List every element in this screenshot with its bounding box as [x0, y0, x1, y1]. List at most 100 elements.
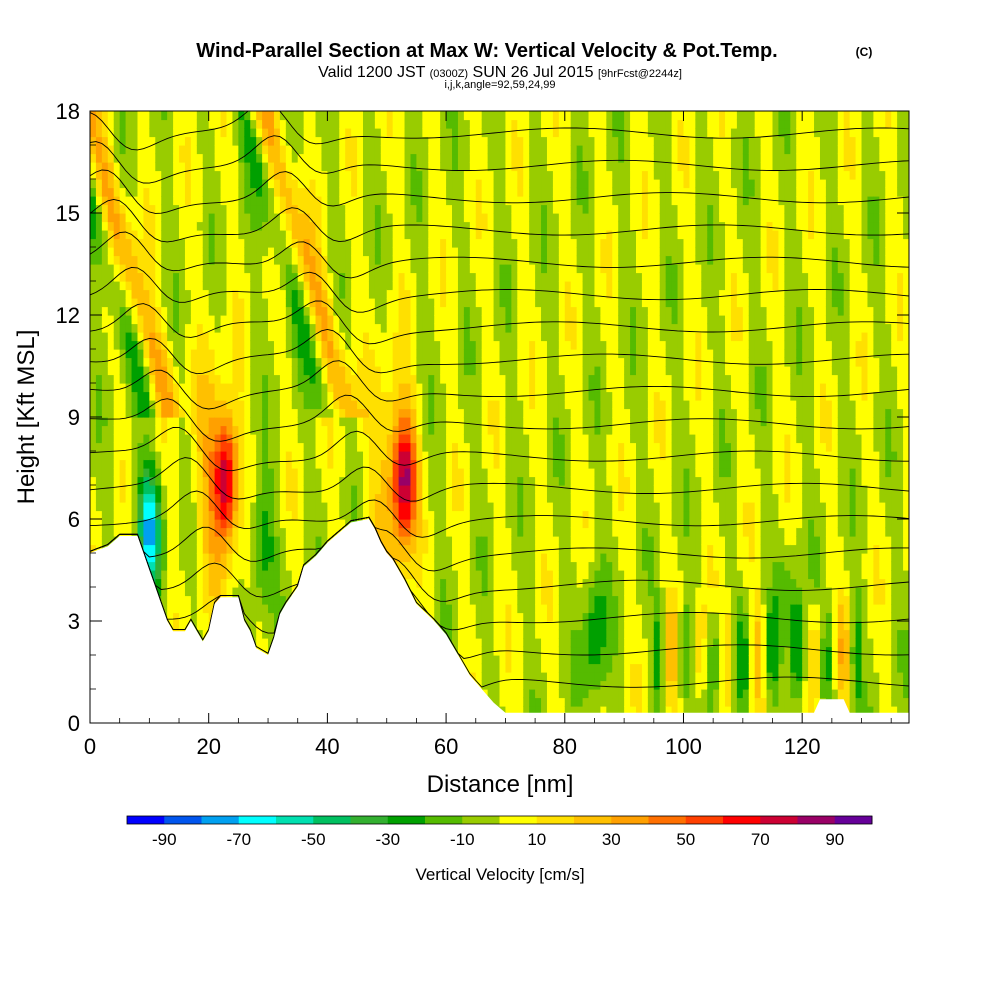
velocity-cell	[167, 315, 174, 325]
velocity-cell	[202, 221, 210, 231]
velocity-cell	[457, 578, 465, 588]
velocity-cell	[463, 264, 471, 274]
velocity-cell	[333, 383, 340, 393]
velocity-cell	[167, 128, 174, 138]
velocity-cell	[137, 383, 145, 393]
velocity-cell	[208, 468, 216, 478]
velocity-cell	[131, 434, 139, 444]
velocity-cell	[398, 264, 406, 274]
velocity-cell	[327, 349, 334, 359]
velocity-cell	[273, 485, 281, 495]
velocity-cell	[161, 442, 168, 452]
velocity-cell	[262, 366, 269, 376]
velocity-cell	[107, 281, 115, 291]
velocity-cell	[398, 238, 406, 248]
velocity-cell	[196, 578, 204, 588]
velocity-cell	[291, 153, 299, 163]
velocity-cell	[297, 391, 305, 401]
velocity-cell	[232, 391, 239, 401]
velocity-cell	[321, 340, 328, 350]
velocity-cell	[273, 383, 281, 393]
velocity-cell	[226, 238, 234, 248]
velocity-cell	[422, 400, 429, 410]
velocity-cell	[434, 366, 441, 376]
velocity-cell	[190, 153, 198, 163]
velocity-cell	[273, 128, 281, 138]
velocity-cell	[268, 238, 275, 248]
velocity-cell	[380, 408, 388, 418]
velocity-cell	[220, 544, 228, 554]
velocity-cell	[428, 519, 435, 529]
velocity-cell	[226, 323, 234, 333]
velocity-cell	[457, 357, 465, 367]
velocity-cell	[161, 595, 168, 605]
velocity-cell	[363, 204, 370, 214]
velocity-cell	[380, 349, 388, 359]
velocity-cell	[481, 179, 489, 189]
velocity-cell	[125, 349, 133, 359]
velocity-cell	[155, 425, 162, 435]
velocity-cell	[309, 247, 317, 257]
velocity-cell	[107, 340, 115, 350]
velocity-cell	[368, 425, 376, 435]
velocity-cell	[226, 196, 234, 206]
velocity-cell	[363, 374, 370, 384]
velocity-cell	[428, 468, 435, 478]
velocity-cell	[339, 119, 346, 129]
velocity-cell	[380, 366, 388, 376]
velocity-cell	[380, 306, 388, 316]
velocity-cell	[250, 629, 257, 639]
velocity-cell	[262, 595, 269, 605]
velocity-cell	[315, 162, 323, 172]
velocity-cell	[351, 357, 358, 367]
velocity-cell	[268, 255, 275, 265]
velocity-cell	[481, 476, 489, 486]
velocity-cell	[363, 187, 370, 197]
velocity-cell	[463, 391, 471, 401]
velocity-cell	[291, 247, 299, 257]
velocity-cell	[90, 119, 97, 129]
velocity-cell	[285, 162, 293, 172]
velocity-cell	[493, 315, 501, 325]
velocity-cell	[113, 136, 121, 146]
velocity-cell	[268, 204, 275, 214]
velocity-cell	[161, 247, 168, 257]
velocity-cell	[434, 170, 441, 180]
velocity-cell	[119, 281, 127, 291]
velocity-cell	[184, 502, 192, 512]
velocity-cell	[487, 145, 495, 155]
velocity-cell	[327, 510, 334, 520]
velocity-cell	[410, 434, 418, 444]
velocity-cell	[173, 527, 180, 537]
velocity-cell	[279, 400, 287, 410]
velocity-cell	[475, 153, 483, 163]
velocity-cell	[345, 476, 352, 486]
velocity-cell	[481, 604, 489, 614]
velocity-cell	[351, 145, 358, 155]
velocity-cell	[398, 230, 406, 240]
velocity-cell	[457, 153, 465, 163]
velocity-cell	[457, 527, 465, 537]
velocity-cell	[149, 468, 156, 478]
velocity-cell	[446, 264, 453, 274]
velocity-cell	[143, 315, 150, 325]
velocity-cell	[119, 111, 127, 121]
velocity-cell	[137, 493, 145, 503]
velocity-cell	[374, 383, 382, 393]
velocity-cell	[452, 434, 459, 444]
velocity-cell	[469, 570, 477, 580]
velocity-cell	[499, 578, 507, 588]
velocity-cell	[179, 289, 186, 299]
velocity-cell	[125, 306, 133, 316]
velocity-cell	[380, 485, 388, 495]
velocity-cell	[107, 536, 115, 546]
velocity-cell	[339, 417, 346, 427]
velocity-cell	[137, 298, 145, 308]
velocity-cell	[380, 502, 388, 512]
velocity-cell	[410, 493, 418, 503]
velocity-cell	[173, 323, 180, 333]
velocity-cell	[232, 536, 239, 546]
velocity-cell	[196, 162, 204, 172]
velocity-cell	[380, 204, 388, 214]
velocity-cell	[238, 323, 245, 333]
